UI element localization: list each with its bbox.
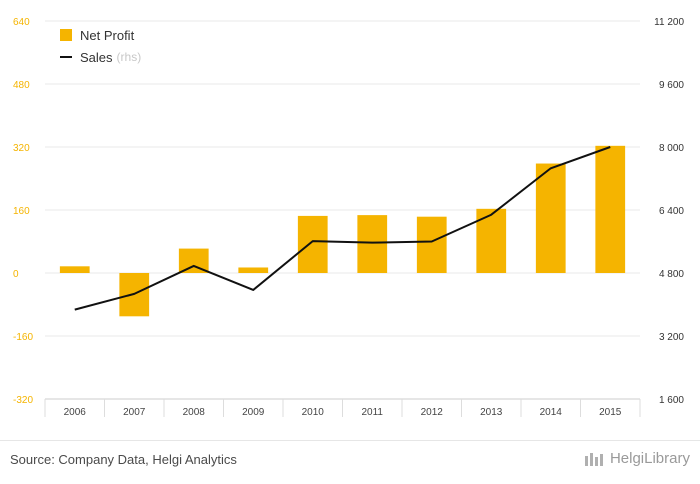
legend-item-net-profit[interactable]: Net Profit [60,24,141,46]
footer: Source: Company Data, Helgi Analytics He… [0,440,700,484]
source-note: Source: Company Data, Helgi Analytics [10,452,237,467]
bar-net-profit [595,146,625,273]
legend-note-rhs: (rhs) [117,50,142,64]
brand-name: HelgiLibrary [610,450,690,467]
y-left-tick-label: 320 [13,143,30,154]
legend-swatch-line [60,56,72,58]
y-left-tick-label: 640 [13,17,30,28]
legend: Net Profit Sales (rhs) [60,24,141,68]
bar-net-profit [536,164,566,273]
x-tick-label: 2014 [540,407,563,418]
y-right-tick-label: 6 400 [659,206,684,217]
y-right-tick-label: 11 200 [654,17,684,28]
y-right-tick-label: 9 600 [659,80,684,91]
y-left-tick-label: 480 [13,80,30,91]
bar-net-profit [417,217,447,273]
y-left-tick-label: 0 [13,269,19,280]
brand-logo[interactable]: HelgiLibrary [584,450,690,467]
x-tick-label: 2007 [123,407,146,418]
legend-swatch-bar [60,29,72,41]
y-left-tick-label: 160 [13,206,30,217]
y-right-tick-label: 8 000 [659,143,684,154]
bar-net-profit [60,266,90,273]
x-tick-label: 2012 [421,407,444,418]
y-right-tick-label: 3 200 [659,332,684,343]
legend-item-sales[interactable]: Sales (rhs) [60,46,141,68]
y-left-tick-label: -320 [13,395,33,406]
x-tick-label: 2015 [599,407,622,418]
line-sales [75,147,611,310]
x-tick-label: 2008 [183,407,206,418]
bar-net-profit [298,216,328,273]
y-left-tick-label: -160 [13,332,33,343]
library-icon [584,451,606,467]
x-tick-label: 2009 [242,407,265,418]
x-tick-label: 2011 [361,407,383,418]
y-right-tick-label: 4 800 [659,269,684,280]
bar-net-profit [238,267,268,273]
x-tick-label: 2006 [64,407,87,418]
x-tick-label: 2010 [302,407,325,418]
y-right-tick-label: 1 600 [659,395,684,406]
bar-net-profit [357,215,387,273]
legend-label-net-profit: Net Profit [80,28,134,43]
legend-label-sales: Sales [80,50,113,65]
x-tick-label: 2013 [480,407,503,418]
